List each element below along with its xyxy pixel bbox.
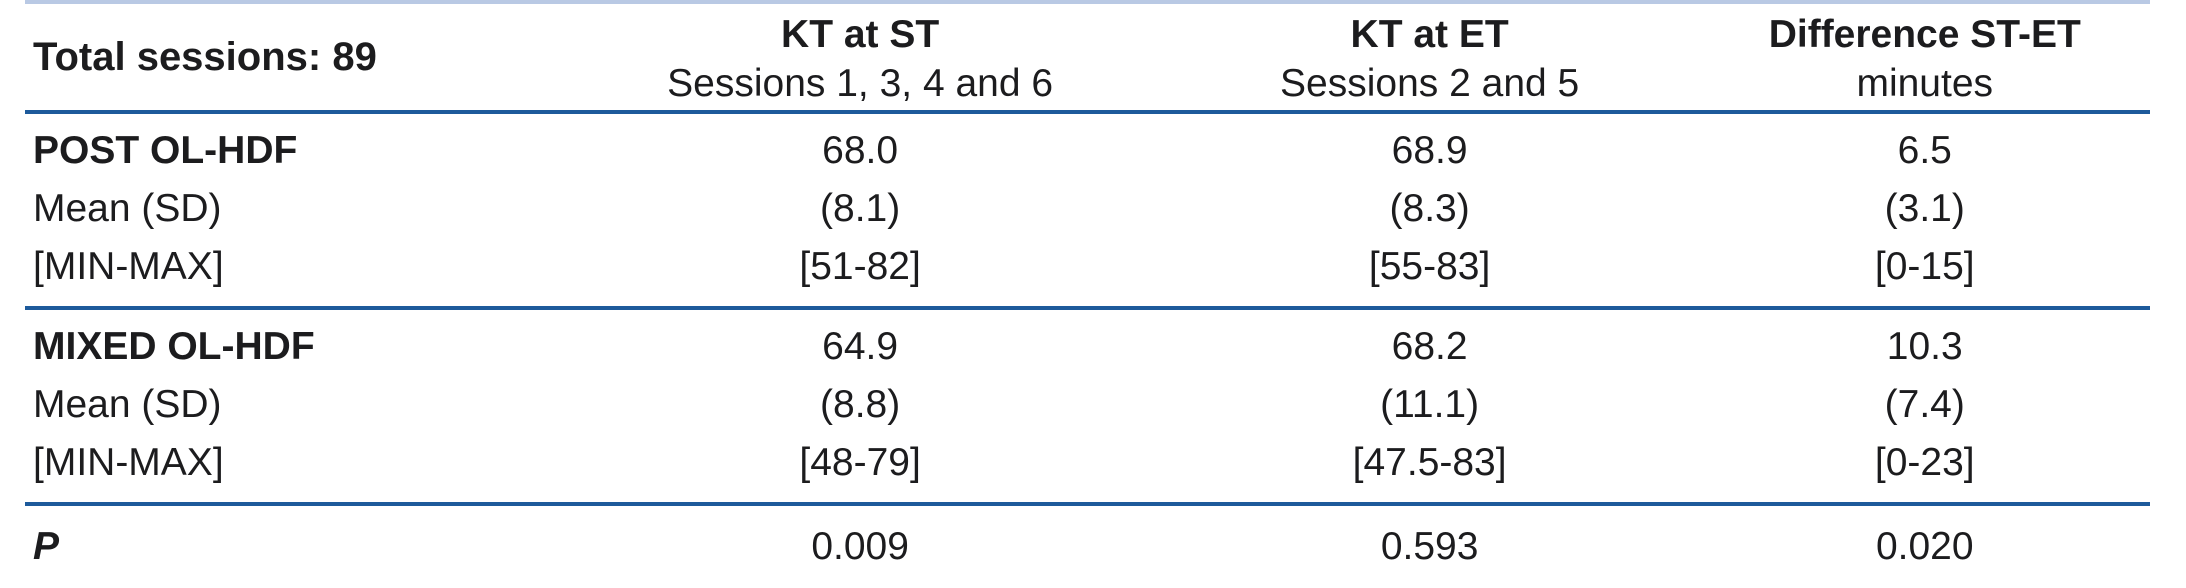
col-header-difference: Difference ST-ET minutes <box>1699 4 2150 114</box>
top-light-rule <box>25 0 2150 4</box>
cell-value: [51-82] <box>560 238 1160 310</box>
row-label: [MIN-MAX] <box>25 238 561 310</box>
col-header-kt-at-st: KT at ST Sessions 1, 3, 4 and 6 <box>560 4 1160 114</box>
col-title: Difference ST-ET <box>1768 13 2081 56</box>
table-header-row: Total sessions: 89 KT at ST Sessions 1, … <box>25 4 2150 114</box>
cell-value: [0-23] <box>1699 434 2150 506</box>
cell-value: (8.1) <box>820 187 901 230</box>
cell-value: [48-79] <box>560 434 1160 506</box>
row-label: Mean (SD) <box>33 383 222 426</box>
row-label: MIXED OL-HDF <box>33 325 315 368</box>
table-row: P 0.009 0.593 0.020 <box>25 504 2150 588</box>
col-title: KT at ET <box>1350 13 1509 56</box>
cell-value: 0.009 <box>560 504 1160 588</box>
col-header-kt-at-et: KT at ET Sessions 2 and 5 <box>1159 4 1700 114</box>
section-p-value: P 0.009 0.593 0.020 <box>25 504 2150 588</box>
cell-value: [47.5-83] <box>1159 434 1700 506</box>
cell-value: (8.3) <box>1389 187 1470 230</box>
table-row: POST OL-HDF 68.0 68.9 6.5 <box>25 112 2150 180</box>
results-table: Total sessions: 89 KT at ST Sessions 1, … <box>25 4 2150 588</box>
table-header: Total sessions: 89 KT at ST Sessions 1, … <box>25 4 2150 114</box>
row-label: [MIN-MAX] <box>25 434 561 506</box>
cell-value: (8.8) <box>820 383 901 426</box>
table-title-cell: Total sessions: 89 <box>25 4 561 114</box>
cell-value: 10.3 <box>1886 325 1963 368</box>
row-label: POST OL-HDF <box>33 129 298 172</box>
cell-value: [0-15] <box>1699 238 2150 310</box>
table-row: Mean (SD) (8.1) (8.3) (3.1) <box>25 180 2150 238</box>
table-row: MIXED OL-HDF 64.9 68.2 10.3 <box>25 308 2150 376</box>
col-subtitle: Sessions 2 and 5 <box>1280 62 1580 105</box>
table-row: [MIN-MAX] [51-82] [55-83] [0-15] <box>25 238 2150 310</box>
cell-value: (3.1) <box>1884 187 1965 230</box>
cell-value: 0.020 <box>1699 504 2150 588</box>
cell-value: 68.2 <box>1391 325 1468 368</box>
table-title: Total sessions: 89 <box>33 34 377 79</box>
cell-value: 68.9 <box>1391 129 1468 172</box>
col-title: KT at ST <box>781 13 940 56</box>
cell-value: 64.9 <box>822 325 899 368</box>
section-post-ol-hdf: POST OL-HDF 68.0 68.9 6.5 Mean (SD) (8.1… <box>25 112 2150 310</box>
table-row: [MIN-MAX] [48-79] [47.5-83] [0-23] <box>25 434 2150 506</box>
cell-value: 68.0 <box>822 129 899 172</box>
section-mixed-ol-hdf: MIXED OL-HDF 64.9 68.2 10.3 Mean (SD) (8… <box>25 308 2150 506</box>
table-row: Mean (SD) (8.8) (11.1) (7.4) <box>25 376 2150 434</box>
cell-value: (11.1) <box>1380 383 1480 426</box>
cell-value: 6.5 <box>1897 129 1952 172</box>
cell-value: 0.593 <box>1159 504 1700 588</box>
cell-value: (7.4) <box>1884 383 1965 426</box>
col-subtitle: Sessions 1, 3, 4 and 6 <box>667 62 1054 105</box>
cell-value: [55-83] <box>1159 238 1700 310</box>
row-label: Mean (SD) <box>33 187 222 230</box>
row-label: P <box>25 504 561 588</box>
col-subtitle: minutes <box>1856 62 1994 105</box>
